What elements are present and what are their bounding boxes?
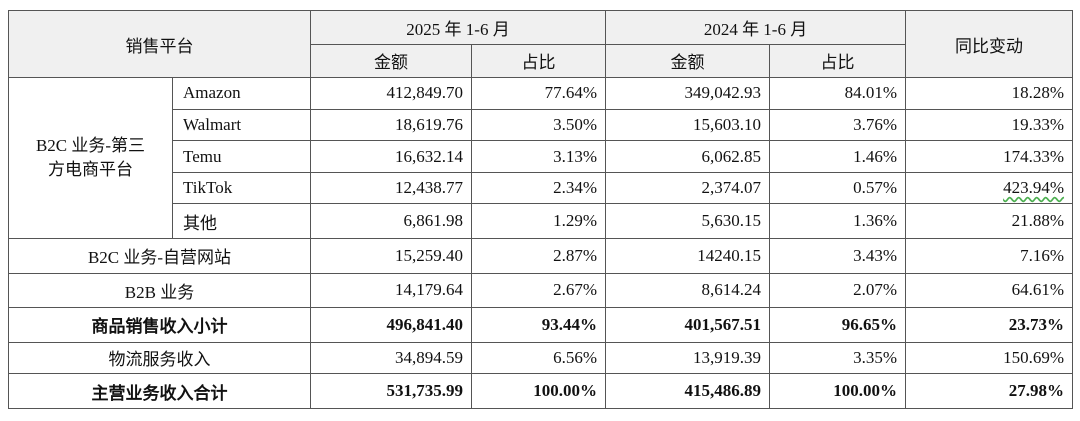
spellcheck-underlined-value: 423.94% [1003, 178, 1065, 198]
amount-2025: 15,259.40 [310, 237, 472, 274]
amount-2025: 412,849.70 [310, 77, 472, 110]
yoy-change: 174.33% [905, 140, 1074, 173]
yoy-change: 150.69% [905, 341, 1074, 375]
share-2024: 3.76% [769, 108, 907, 142]
header-row-2: 金额 占比 金额 占比 [9, 43, 1073, 79]
amount-2024: 401,567.51 [605, 307, 771, 343]
share-2025: 3.50% [470, 108, 607, 142]
table-row: B2B 业务 14,179.64 2.67% 8,614.24 2.07% 64… [8, 272, 1074, 309]
share-2025: 2.87% [470, 237, 607, 274]
yoy-change: 423.94% [905, 171, 1074, 205]
amount-2024: 5,630.15 [605, 203, 771, 239]
share-2024: 100.00% [769, 373, 907, 409]
share-2025: 2.67% [470, 272, 607, 309]
amount-2024: 415,486.89 [605, 373, 771, 409]
group-label-line-2: 方电商平台 [48, 160, 133, 180]
row-label: B2C 业务-自营网站 [8, 237, 311, 274]
share-2025: 1.29% [470, 203, 607, 239]
amount-2025: 531,735.99 [310, 373, 472, 409]
header-year-2025: 2025 年 1-6 月 [309, 10, 607, 45]
share-2025: 100.00% [470, 373, 607, 409]
table-row-total: 主营业务收入合计 531,735.99 100.00% 415,486.89 1… [8, 373, 1074, 409]
amount-2024: 2,374.07 [605, 171, 771, 205]
table-row: 其他 6,861.98 1.29% 5,630.15 1.36% 21.88% [9, 203, 1074, 239]
yoy-change: 27.98% [905, 373, 1074, 409]
table-row: B2C 业务-第三 方电商平台 Amazon 412,849.70 77.64%… [8, 77, 1074, 239]
header-platform: 销售平台 [8, 9, 311, 79]
share-2025: 77.64% [470, 77, 607, 110]
amount-2025: 34,894.59 [310, 341, 472, 375]
table-row: 物流服务收入 34,894.59 6.56% 13,919.39 3.35% 1… [8, 341, 1074, 375]
table-row: Temu 16,632.14 3.13% 6,062.85 1.46% 174.… [9, 140, 1074, 173]
header-share-2024: 占比 [769, 43, 907, 79]
amount-2024: 349,042.93 [605, 77, 771, 110]
platform-name: Walmart [172, 108, 311, 142]
revenue-table: 销售平台 2025 年 1-6 月 2024 年 1-6 月 同比变动 金额 占… [8, 9, 1074, 409]
header-year-2024: 2024 年 1-6 月 [605, 10, 907, 45]
platform-name: 其他 [172, 203, 311, 239]
header-row-1: 销售平台 2025 年 1-6 月 2024 年 1-6 月 同比变动 [8, 9, 1074, 79]
amount-2024: 15,603.10 [605, 108, 771, 142]
share-2025: 2.34% [470, 171, 607, 205]
header-amount-2024: 金额 [605, 43, 771, 79]
row-label: 商品销售收入小计 [8, 307, 311, 343]
amount-2025: 6,861.98 [310, 203, 472, 239]
header-share-2025: 占比 [470, 43, 607, 79]
group-label-line-1: B2C 业务-第三 [35, 136, 146, 156]
platform-name: TikTok [172, 171, 311, 205]
platform-name: Temu [172, 140, 311, 173]
share-2025: 6.56% [470, 341, 607, 375]
amount-2025: 12,438.77 [310, 171, 472, 205]
yoy-change: 64.61% [905, 272, 1074, 309]
yoy-change: 19.33% [905, 108, 1074, 142]
yoy-change: 23.73% [905, 307, 1074, 343]
amount-2025: 18,619.76 [310, 108, 472, 142]
table-row: TikTok 12,438.77 2.34% 2,374.07 0.57% 42… [9, 171, 1074, 205]
header-amount-2025: 金额 [310, 43, 472, 79]
yoy-change: 18.28% [905, 77, 1074, 110]
share-2024: 84.01% [769, 77, 907, 110]
amount-2024: 14240.15 [605, 237, 771, 274]
share-2024: 96.65% [769, 307, 907, 343]
table-row: B2C 业务-自营网站 15,259.40 2.87% 14240.15 3.4… [8, 237, 1074, 274]
amount-2025: 496,841.40 [310, 307, 472, 343]
share-2024: 0.57% [769, 171, 907, 205]
share-2024: 1.36% [769, 203, 907, 239]
yoy-change: 7.16% [905, 237, 1074, 274]
amount-2024: 13,919.39 [605, 341, 771, 375]
header-yoy: 同比变动 [905, 9, 1074, 79]
row-label: 主营业务收入合计 [8, 373, 311, 409]
amount-2025: 14,179.64 [310, 272, 472, 309]
table-row: Walmart 18,619.76 3.50% 15,603.10 3.76% … [9, 108, 1074, 142]
table-row-subtotal: 商品销售收入小计 496,841.40 93.44% 401,567.51 96… [8, 307, 1074, 343]
share-2024: 3.43% [769, 237, 907, 274]
share-2025: 3.13% [470, 140, 607, 173]
amount-2024: 6,062.85 [605, 140, 771, 173]
group-label-b2c-third-party: B2C 业务-第三 方电商平台 [8, 77, 173, 239]
share-2025: 93.44% [470, 307, 607, 343]
row-label: B2B 业务 [8, 272, 311, 309]
row-label: 物流服务收入 [8, 341, 311, 375]
share-2024: 3.35% [769, 341, 907, 375]
share-2024: 2.07% [769, 272, 907, 309]
platform-name: Amazon [172, 77, 311, 110]
amount-2024: 8,614.24 [605, 272, 771, 309]
share-2024: 1.46% [769, 140, 907, 173]
yoy-change: 21.88% [905, 203, 1074, 239]
amount-2025: 16,632.14 [310, 140, 472, 173]
